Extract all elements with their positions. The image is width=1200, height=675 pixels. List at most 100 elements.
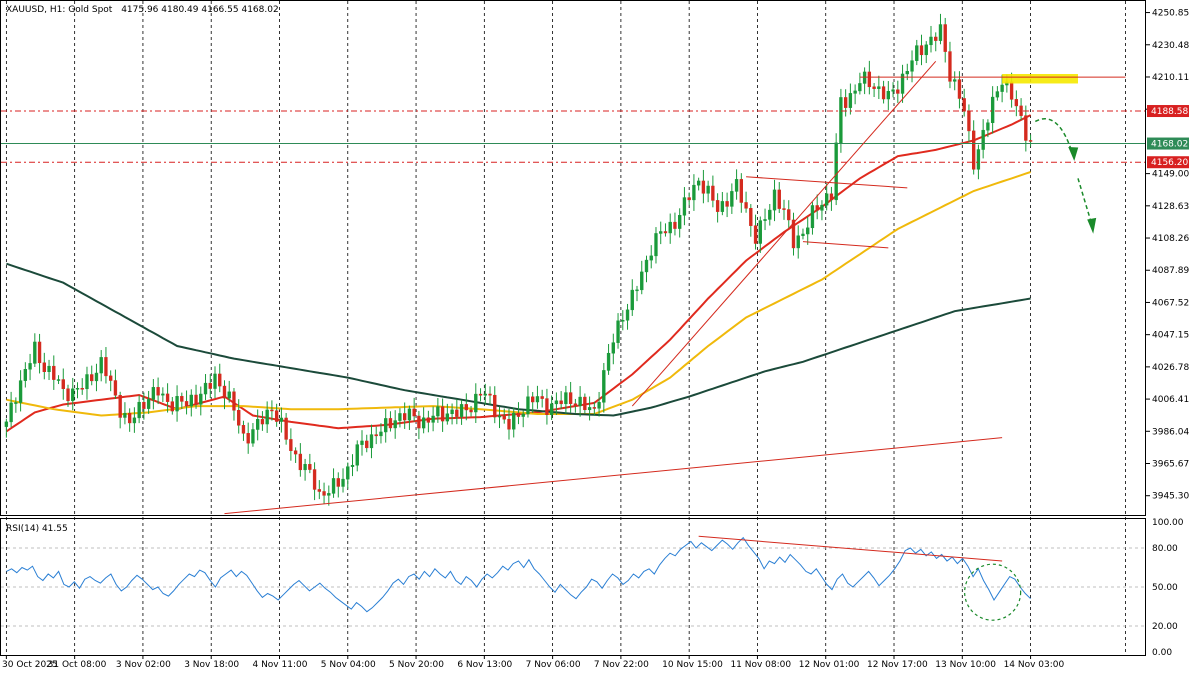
timeframe: H1 (50, 5, 63, 15)
candle (621, 310, 625, 331)
candle (896, 80, 900, 103)
candle (303, 458, 307, 481)
candle (317, 480, 321, 500)
candle (293, 447, 298, 463)
ohlc-close: 4168.02 (241, 5, 278, 15)
price-label: 4108.26 (1152, 234, 1189, 244)
time-label: 5 Nov 04:00 (321, 660, 376, 670)
rsi-levels (1, 547, 1145, 627)
candle (142, 392, 146, 420)
candle (592, 401, 597, 416)
candle (777, 182, 781, 214)
candle (806, 216, 810, 245)
candle (981, 119, 985, 159)
trendline (746, 176, 908, 189)
candle (146, 390, 151, 414)
candle (52, 355, 56, 390)
candle (673, 212, 677, 236)
price-label: 4128.63 (1152, 202, 1189, 212)
price-label: 4006.41 (1152, 395, 1189, 405)
rsi-line (6, 536, 1031, 613)
candle (516, 402, 521, 425)
candle (502, 408, 506, 424)
vertical-grid (5, 1, 1126, 655)
candle (71, 377, 75, 411)
candle (791, 212, 796, 256)
candle (526, 385, 530, 418)
projection-path (1077, 178, 1093, 227)
candle (402, 402, 407, 429)
candle (682, 187, 687, 226)
price-tags: 4188.58 4168.02 4156.20 (1147, 105, 1189, 169)
candle (862, 67, 867, 95)
candle (986, 119, 990, 138)
time-label: 10 Nov 15:00 (662, 660, 723, 670)
main-pane[interactable] (0, 0, 1146, 516)
candle (132, 407, 137, 433)
candle (900, 64, 905, 103)
candle (535, 385, 540, 409)
candle (640, 260, 644, 295)
candle (488, 386, 492, 405)
candle (1014, 90, 1019, 117)
candle (464, 393, 468, 421)
candle (374, 426, 378, 445)
candle (616, 313, 620, 349)
candle (227, 380, 231, 403)
price-label: 4067.52 (1152, 298, 1189, 308)
candle (388, 411, 393, 432)
candle (668, 213, 672, 244)
ohlc-high: 4180.49 (161, 5, 198, 15)
rsi-divergence-line (698, 535, 1003, 562)
candle (331, 468, 336, 498)
candle (127, 408, 132, 432)
candle (104, 347, 108, 384)
candle (654, 227, 658, 264)
candle (99, 350, 103, 382)
candle (279, 407, 284, 433)
candle (976, 144, 981, 180)
candle (161, 387, 165, 403)
svg-text:4188.58: 4188.58 (1151, 107, 1188, 117)
candle (109, 370, 113, 392)
candle (635, 285, 639, 302)
candle (56, 375, 61, 385)
candle (545, 388, 549, 425)
candle (787, 200, 791, 229)
candle (725, 192, 729, 218)
candle (678, 208, 682, 238)
rsi-circle (964, 563, 1022, 621)
candle (578, 386, 582, 417)
candle (815, 194, 819, 220)
rsi-scale-label: 80.00 (1152, 544, 1178, 554)
candle (753, 214, 758, 250)
candle (763, 208, 767, 231)
time-label: 30 Oct 2025 (2, 660, 58, 670)
candle (744, 191, 748, 213)
symbol: XAUUSD (6, 5, 44, 15)
price-label: 4149.00 (1152, 170, 1189, 180)
candle (497, 406, 502, 429)
candle (990, 86, 995, 134)
candle (644, 255, 649, 283)
price-label: 3945.30 (1152, 492, 1189, 502)
chart-header: XAUUSD, H1: Gold Spot 4175.96 4180.49 41… (6, 5, 279, 15)
candle (625, 303, 630, 330)
candle (241, 420, 246, 441)
candle (459, 399, 464, 425)
candle (421, 407, 426, 434)
candle (365, 434, 369, 453)
candle (962, 88, 966, 117)
candle (924, 41, 928, 64)
candle (218, 363, 222, 393)
time-label: 4 Nov 11:00 (252, 660, 307, 670)
rsi-scale-label: 50.00 (1152, 583, 1178, 593)
candle (915, 39, 919, 66)
time-label: 7 Nov 06:00 (526, 660, 581, 670)
candle (237, 399, 241, 434)
candles (4, 13, 1033, 506)
price-label: 4250.85 (1152, 9, 1189, 19)
candle (938, 13, 943, 45)
candle (284, 413, 288, 445)
